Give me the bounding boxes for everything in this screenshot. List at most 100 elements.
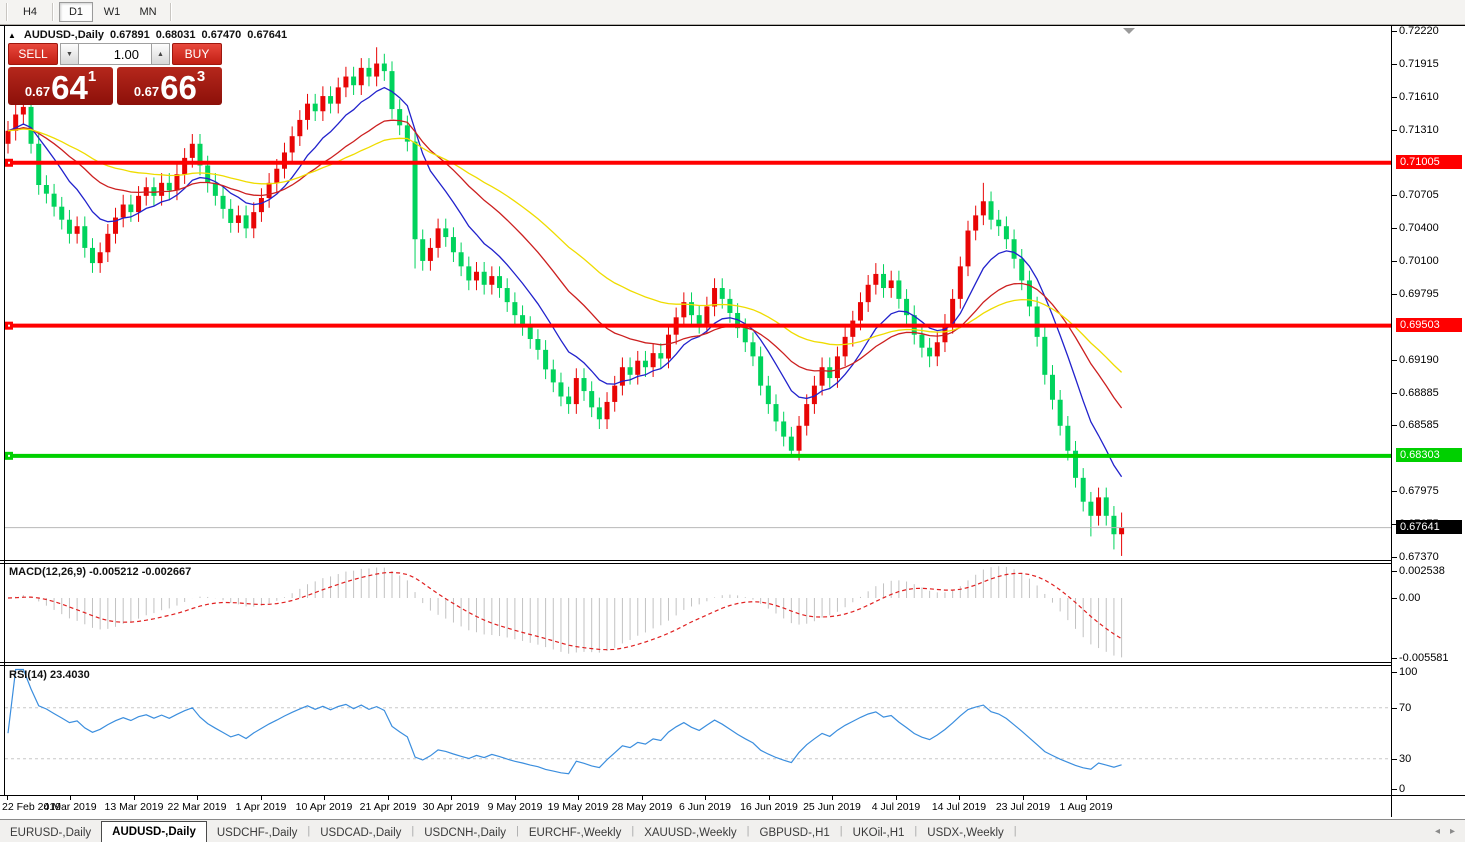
rsi-tick <box>1392 707 1397 709</box>
tab-usdcnh[interactable]: USDCNH-,Daily <box>424 826 507 839</box>
tab-usdx[interactable]: USDX-,Weekly <box>927 826 1004 839</box>
buy-button[interactable]: BUY <box>172 43 222 65</box>
date-label: 19 May 2019 <box>547 801 609 813</box>
pane-divider <box>0 563 1465 564</box>
date-axis[interactable]: 22 Feb 2019 4 Mar 2019 13 Mar 2019 22 Mar 2… <box>0 796 1391 817</box>
price-tick <box>1392 392 1397 394</box>
date-tick <box>896 796 897 800</box>
macd-histogram <box>15 566 1123 658</box>
timeframe-button-mn[interactable]: MN <box>139 6 157 18</box>
tab-eurusd[interactable]: EURUSD-,Daily <box>10 826 92 839</box>
collapse-chart-icon[interactable]: ▲ <box>8 30 16 40</box>
price-tick-label: 0.68885 <box>1399 386 1439 399</box>
chart-shift-marker[interactable] <box>1123 28 1135 34</box>
pane-divider <box>0 560 1465 561</box>
pane-divider <box>0 795 1465 796</box>
tab-ukoil[interactable]: UKOil-,H1 <box>852 826 905 839</box>
tab-xauusd[interactable]: XAUUSD-,Weekly <box>644 826 737 839</box>
sell-price[interactable]: 0.67 64 1 <box>8 67 113 105</box>
price-tick-label: 0.69190 <box>1399 353 1439 366</box>
timeframe-button-d1[interactable]: D1 <box>59 2 93 22</box>
rsi-tick-label: 70 <box>1399 701 1412 714</box>
macd-signal-value: -0.002667 <box>141 566 192 578</box>
price-tick <box>1392 129 1397 131</box>
tabs-scroll-right-icon[interactable]: ▸ <box>1449 825 1455 837</box>
ohlc-header: ▲ AUDUSD-,Daily 0.67891 0.68031 0.67470 … <box>8 29 287 41</box>
buy-price[interactable]: 0.67 66 3 <box>117 67 222 105</box>
price-tick <box>1392 491 1397 493</box>
tab-gbpusd[interactable]: GBPUSD-,H1 <box>759 826 830 839</box>
date-tick <box>959 796 960 800</box>
rsi-tick <box>1392 672 1397 673</box>
price-tick-label: 0.71915 <box>1399 58 1439 71</box>
ma-slow-yellow <box>7 128 1123 373</box>
tab-separator: | <box>631 825 635 837</box>
date-label: 4 Jul 2019 <box>871 801 921 813</box>
date-label: 25 Jun 2019 <box>803 801 861 813</box>
rsi-tick-label: 30 <box>1399 752 1412 765</box>
macd-main-value: -0.005212 <box>89 566 139 578</box>
price-tick-label: 0.70100 <box>1399 254 1439 267</box>
price-tick-label: 0.72220 <box>1399 25 1439 37</box>
ohlc-open: 0.67891 <box>110 29 150 41</box>
tab-separator: | <box>411 825 415 837</box>
tab-audusd[interactable]: AUDUSD-,Daily <box>101 821 207 842</box>
macd-tick <box>1392 570 1397 572</box>
date-tick <box>515 796 516 800</box>
tab-eurchf[interactable]: EURCHF-,Weekly <box>528 826 622 839</box>
macd-tick <box>1392 598 1397 599</box>
sell-button[interactable]: SELL <box>8 43 58 65</box>
level-price-label: 0.68303 <box>1396 447 1462 462</box>
date-tick <box>134 796 135 800</box>
price-tick-label: 0.68585 <box>1399 419 1439 432</box>
rsi-tick-label: 0 <box>1399 783 1406 795</box>
date-label: 23 Jul 2019 <box>995 801 1051 813</box>
price-tick <box>1392 228 1397 230</box>
timeframe-button-h4[interactable]: H4 <box>22 6 38 18</box>
toolbar-divider <box>170 3 172 21</box>
price-axis-border <box>1391 26 1392 817</box>
rsi-pane[interactable] <box>5 666 1391 795</box>
price-axis[interactable]: 0.72220 0.71915 0.71610 0.71310 0.70705 0.704… <box>1392 25 1465 795</box>
date-tick <box>832 796 833 800</box>
date-label: 22 Feb 2019 <box>2 801 61 813</box>
price-tick-label: 0.71610 <box>1399 91 1439 104</box>
price-tick-label: 0.70705 <box>1399 189 1439 202</box>
macd-tick <box>1392 657 1397 659</box>
rsi-value: 23.4030 <box>49 669 90 681</box>
volume-input[interactable]: 1.00 <box>79 43 151 65</box>
date-label: 28 May 2019 <box>611 801 673 813</box>
date-label: 10 Apr 2019 <box>295 801 353 813</box>
tab-usdchf[interactable]: USDCHF-,Daily <box>216 826 298 839</box>
price-tick-label: 0.67370 <box>1399 551 1439 564</box>
volume-increase-button[interactable]: ▲ <box>151 43 170 65</box>
main-chart-canvas[interactable] <box>5 26 1391 560</box>
macd-pane[interactable] <box>5 563 1391 662</box>
tab-separator: | <box>516 825 519 837</box>
ohlc-close: 0.67641 <box>247 29 288 41</box>
date-tick <box>1086 796 1087 800</box>
date-tick <box>1023 796 1024 800</box>
date-tick <box>578 796 579 800</box>
price-tick-label: 0.69795 <box>1399 288 1439 300</box>
tab-usdcad[interactable]: USDCAD-,Daily <box>320 826 402 839</box>
price-tick <box>1392 30 1397 32</box>
one-click-trading-panel: SELL ▼ 1.00 ▲ BUY 0.67 64 1 0.67 66 3 <box>8 43 222 105</box>
date-label: 30 Apr 2019 <box>422 801 480 813</box>
timeframe-button-w1[interactable]: W1 <box>103 6 121 18</box>
price-tick <box>1392 523 1397 525</box>
price-tick <box>1392 97 1397 99</box>
date-label: 16 Jun 2019 <box>740 801 798 813</box>
tab-nav: ◂ ▸ <box>1435 826 1465 837</box>
tab-separator: | <box>746 825 750 837</box>
date-label: 14 Jul 2019 <box>931 801 987 813</box>
volume-decrease-button[interactable]: ▼ <box>60 43 79 65</box>
price-tick-label: 0.71310 <box>1399 123 1439 136</box>
rsi-tick <box>1392 789 1397 790</box>
price-tick <box>1392 557 1397 559</box>
rsi-line <box>7 668 1122 775</box>
pane-divider <box>0 662 1465 663</box>
date-label: 13 Mar 2019 <box>104 801 164 813</box>
macd-signal-line <box>7 571 1122 651</box>
tabs-scroll-left-icon[interactable]: ◂ <box>1434 825 1440 837</box>
